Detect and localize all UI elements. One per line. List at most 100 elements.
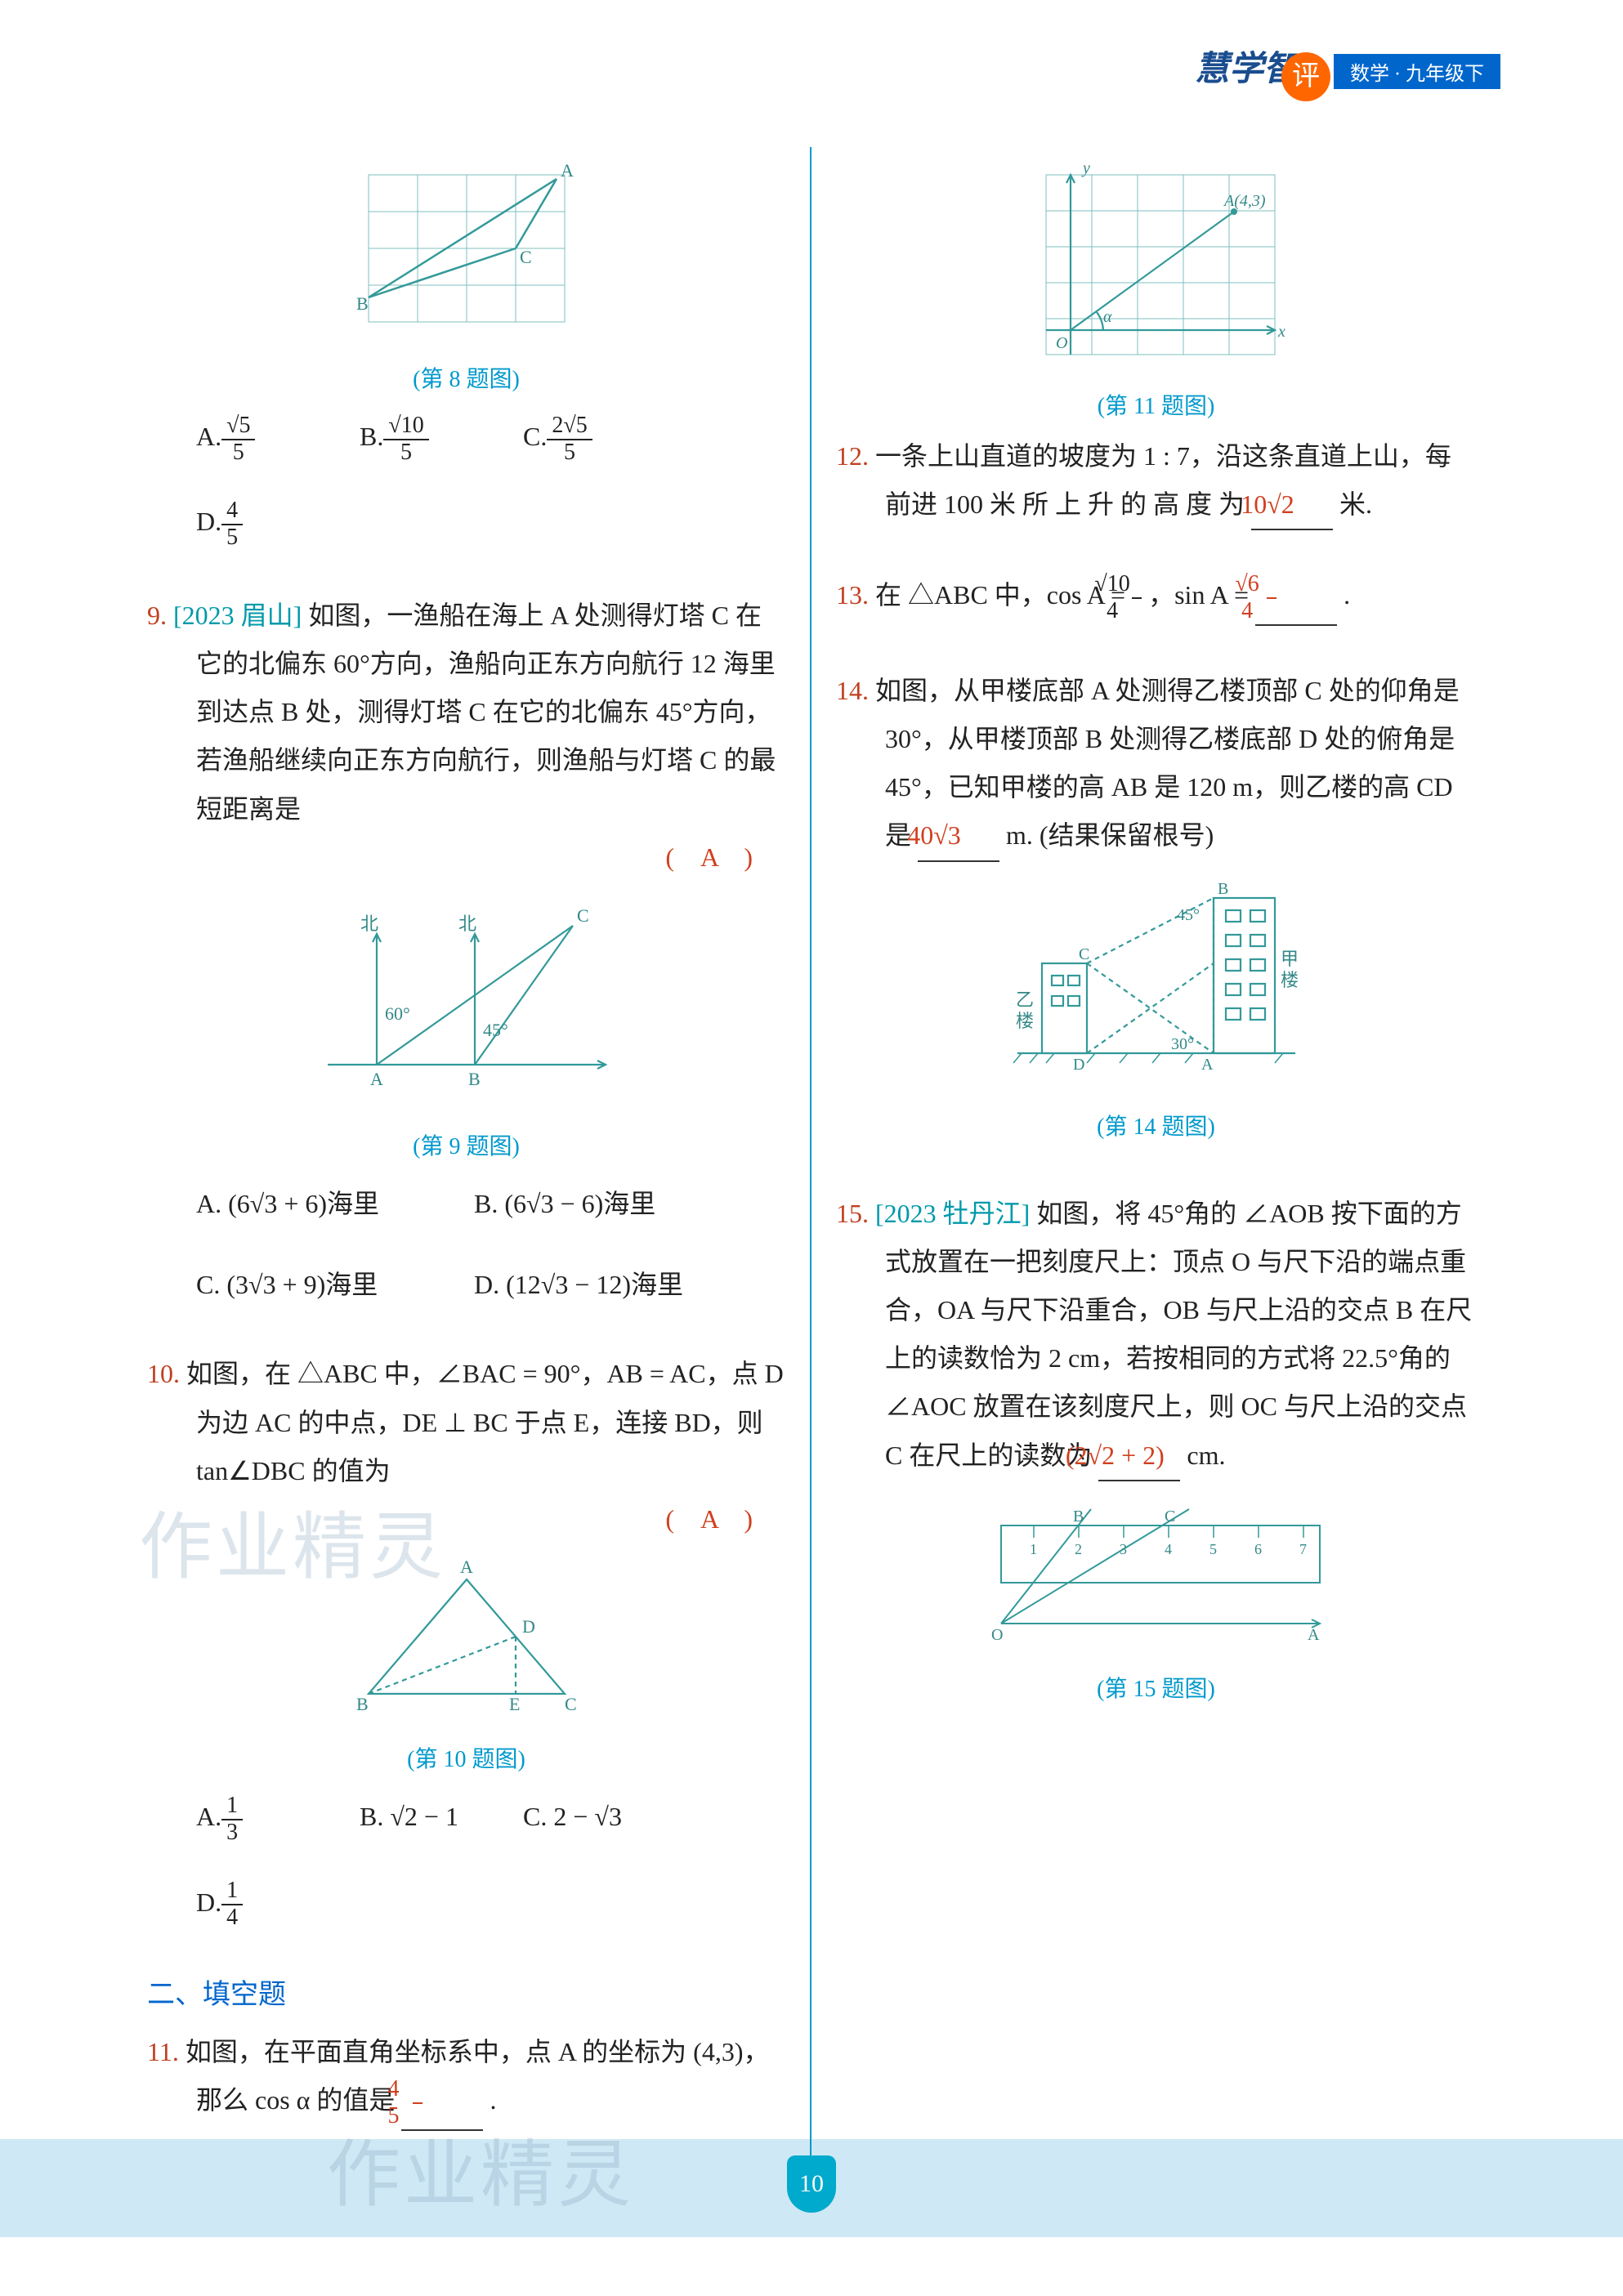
- section-title-fill: 二、填空题: [147, 1972, 785, 2012]
- fig14-A: A: [1201, 1056, 1214, 1074]
- problem-10: 10. 如图，在 △ABC 中，∠BAC = 90°，AB = AC，点 D 为…: [147, 1350, 785, 1931]
- fig15-tick5: 5: [1209, 1541, 1217, 1557]
- q9-choice-b: B. (6√3 − 6)海里: [474, 1180, 703, 1228]
- q8-choice-a: A.√55: [196, 413, 311, 465]
- figure-11-caption: (第 11 题图): [836, 388, 1476, 421]
- q13-answer: √64: [1255, 571, 1337, 625]
- q8-choices: A.√55 B.√105 C.2√55 D.45: [147, 413, 785, 551]
- q10-answer: ( A ): [147, 1495, 785, 1543]
- fig9-B: B: [468, 1069, 481, 1089]
- q13-period: .: [1344, 580, 1350, 610]
- header-subject: 数学 · 九年级下: [1334, 54, 1500, 89]
- q9-text: 如图，一渔船在海上 A 处测得灯塔 C 在它的北偏东 60°方向，渔船向正东方向…: [196, 601, 776, 824]
- fig11-alpha: α: [1103, 308, 1112, 326]
- q10-text: 如图，在 △ABC 中，∠BAC = 90°，AB = AC，点 D 为边 AC…: [186, 1359, 784, 1485]
- fig8-label-A: A: [561, 160, 574, 181]
- q9-source: [2023 眉山]: [173, 601, 302, 630]
- q15-unit: cm.: [1187, 1441, 1225, 1470]
- q9-answer: ( A ): [147, 833, 785, 882]
- problem-11: 11. 如图，在平面直角坐标系中，点 A 的坐标为 (4,3)，那么 cos α…: [147, 2028, 785, 2131]
- q14-number: 14.: [836, 676, 869, 705]
- q9-choice-a: A. (6√3 + 6)海里: [196, 1180, 425, 1228]
- fig10-B: B: [356, 1694, 369, 1714]
- fig9-C: C: [577, 905, 589, 926]
- figure-15-caption: (第 15 题图): [836, 1668, 1476, 1711]
- fig10-A: A: [460, 1557, 473, 1577]
- fig10-E: E: [509, 1694, 520, 1714]
- q11-period: .: [490, 2085, 496, 2115]
- figure-8-caption: (第 8 题图): [147, 359, 785, 401]
- fig15-tick4: 4: [1165, 1541, 1172, 1557]
- problem-12: 12. 一条上山直道的坡度为 1 : 7，沿这条直道上山，每前进 100 米 所…: [836, 432, 1476, 530]
- q15-source: [2023 牡丹江]: [875, 1199, 1030, 1228]
- figure-11: y x O A(4,3) α (第 11 题图): [836, 159, 1476, 421]
- q13-mid-frac: √104: [1132, 572, 1142, 624]
- fig11-x: x: [1277, 323, 1285, 341]
- q9-choices: A. (6√3 + 6)海里 B. (6√3 − 6)海里 C. (3√3 + …: [147, 1180, 785, 1309]
- figure-15: 1 2 3 4 5 6 7 O A B C (第 15 题图): [836, 1493, 1476, 1711]
- q15-answer: (2√2 + 2): [1098, 1432, 1180, 1481]
- q13-number: 13.: [836, 580, 869, 610]
- fig10-D: D: [522, 1616, 535, 1637]
- fig9-A: A: [370, 1069, 383, 1089]
- fig8-label-B: B: [356, 293, 369, 314]
- q10-choice-a: A.13: [196, 1793, 311, 1845]
- q8-choice-d: D.45: [196, 498, 311, 550]
- problem-14: 14. 如图，从甲楼底部 A 处测得乙楼顶部 C 处的仰角是 30°，从甲楼顶部…: [836, 667, 1476, 1149]
- fig14-ang30: 30°: [1171, 1035, 1194, 1053]
- q10-choice-c: C. 2 − √3: [523, 1793, 637, 1845]
- fig11-O: O: [1056, 334, 1067, 352]
- figure-9-caption: (第 9 题图): [147, 1126, 785, 1168]
- page-number: 10: [787, 2155, 836, 2213]
- figure-8: A B C (第 8 题图): [147, 159, 785, 401]
- fig15-tick3: 3: [1120, 1541, 1127, 1557]
- q8-choice-b: B.√105: [360, 413, 474, 465]
- fig15-B: B: [1073, 1508, 1084, 1525]
- fig11-y: y: [1081, 159, 1090, 177]
- figure-10: A B C D E (第 10 题图): [147, 1555, 785, 1781]
- q13-text-b: ，sin A =: [1148, 580, 1249, 610]
- fig15-A: A: [1308, 1626, 1320, 1644]
- fig15-O: O: [991, 1626, 1003, 1644]
- q10-number: 10.: [147, 1359, 180, 1388]
- figure-9: 北 北 60° 45° A B C (第 9 题图): [147, 893, 785, 1168]
- q15-text: 如图，将 45°角的 ∠AOB 按下面的方式放置在一把刻度尺上：顶点 O 与尺下…: [885, 1199, 1472, 1470]
- fig9-north2: 北: [458, 913, 476, 934]
- fig14-ang45: 45°: [1177, 906, 1200, 924]
- fig15-C: C: [1165, 1508, 1175, 1525]
- fig8-label-C: C: [520, 247, 532, 267]
- q14-text-b: m. (结果保留根号): [1006, 820, 1214, 850]
- q10-choice-b: B. √2 − 1: [360, 1793, 474, 1845]
- page-number-value: 10: [787, 2155, 836, 2213]
- svg-text:楼: 楼: [1281, 970, 1299, 990]
- fig15-tick2: 2: [1075, 1541, 1082, 1557]
- problem-13: 13. 在 △ABC 中，cos A = √104 ，sin A = √64 .: [836, 571, 1476, 625]
- fig11-A: A(4,3): [1223, 192, 1266, 210]
- fig14-C: C: [1079, 945, 1089, 963]
- q9-choice-d: D. (12√3 − 12)海里: [474, 1261, 703, 1309]
- q9-choice-c: C. (3√3 + 9)海里: [196, 1261, 425, 1309]
- q15-number: 15.: [836, 1199, 869, 1228]
- fig10-C: C: [565, 1694, 577, 1714]
- q11-answer: 45: [401, 2076, 483, 2130]
- problem-9: 9. [2023 眉山] 如图，一渔船在海上 A 处测得灯塔 C 在它的北偏东 …: [147, 592, 785, 1309]
- q12-answer: 10√2: [1251, 480, 1333, 530]
- figure-14-caption: (第 14 题图): [836, 1106, 1476, 1149]
- fig14-jia: 甲: [1281, 949, 1299, 969]
- fig9-ang45: 45°: [483, 1020, 508, 1040]
- fig15-tick1: 1: [1030, 1541, 1037, 1557]
- figure-10-caption: (第 10 题图): [147, 1739, 785, 1781]
- figure-14: B C D A 45° 30° 乙 楼 甲 楼 (第 14 题图): [836, 873, 1476, 1149]
- fig14-yi: 乙: [1016, 989, 1034, 1010]
- fig9-north1: 北: [360, 913, 378, 934]
- q14-answer: 40√3: [918, 811, 999, 861]
- header-badge: 评: [1281, 52, 1330, 101]
- fig9-ang60: 60°: [385, 1003, 410, 1024]
- q12-unit: 米.: [1339, 489, 1372, 519]
- page-header: 慧学智评 数学 · 九年级下: [1174, 41, 1500, 101]
- q8-choice-c: C.2√55: [523, 413, 637, 465]
- q10-choice-d: D.14: [196, 1878, 311, 1931]
- problem-8: A B C (第 8 题图) A.√55 B.√105 C.2√55 D.45: [147, 159, 785, 551]
- fig14-B: B: [1218, 880, 1228, 898]
- svg-text:楼: 楼: [1016, 1011, 1034, 1031]
